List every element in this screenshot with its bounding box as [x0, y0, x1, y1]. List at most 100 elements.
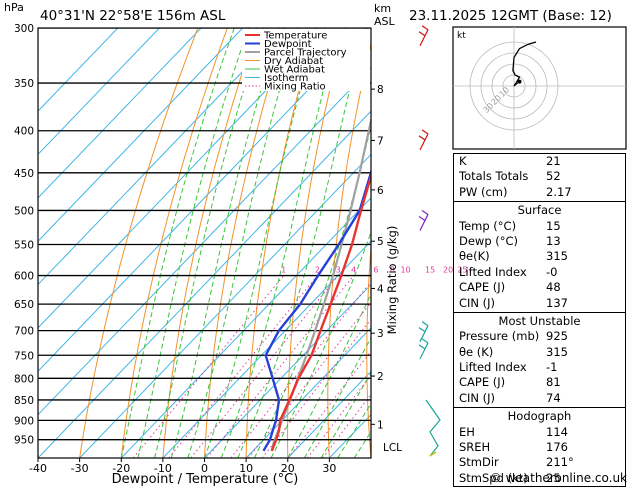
stat-row: CAPE (J) 48 — [454, 280, 625, 295]
isotherm-line — [287, 370, 371, 458]
stat-value: -1 — [546, 360, 558, 375]
km-tick-label: 6 — [377, 185, 384, 197]
km-tick-label: 5 — [377, 236, 384, 248]
hodograph-trace — [512, 41, 537, 87]
wind-barb-flag — [418, 135, 426, 141]
mixing-ratio-label: 4 — [351, 266, 356, 275]
stat-value: 25 — [546, 470, 561, 485]
chart-title: 40°31'N 22°58'E 156m ASL — [40, 8, 226, 24]
x-axis-label: Dewpoint / Temperature (°C) — [112, 472, 299, 486]
stat-row: CAPE (J) 81 — [454, 375, 625, 390]
wind-barb-flag — [418, 31, 426, 37]
wet-adiabat-line — [337, 402, 371, 458]
mixing-ratio-line — [190, 275, 339, 458]
wet-adiabat-line — [303, 336, 371, 458]
pressure-tick-label: 900 — [14, 415, 34, 427]
stat-value: 21 — [546, 154, 561, 168]
km-tick-label: 4 — [377, 283, 384, 295]
legend-entry: Mixing Ratio — [264, 82, 326, 93]
wet-adiabat-line — [320, 371, 371, 458]
wind-barb — [419, 214, 429, 231]
stat-value: 52 — [546, 169, 561, 184]
stat-row: Pressure (mb) 925 — [454, 329, 625, 344]
isotherm-line — [38, 110, 371, 458]
wet-adiabat-line — [120, 28, 235, 458]
mixing-ratio-labels: 1 2 3 4 6 8 10 15 20 25 — [281, 266, 467, 275]
stat-row: CIN (J) 74 — [454, 391, 625, 406]
stat-label: StmSpd (kt) — [459, 470, 528, 485]
mixing-ratio-label: 6 — [373, 266, 378, 275]
wind-barb-flag — [421, 321, 429, 327]
km-axis-label: km — [374, 2, 391, 15]
temperature-tick-label: 20 — [281, 462, 295, 475]
km-tick-label: 2 — [377, 371, 384, 383]
legend-entry: Dry Adiabat — [264, 56, 323, 67]
pressure-tick-label: 550 — [14, 239, 34, 251]
stat-value: 315 — [546, 344, 568, 359]
series-temperature — [270, 172, 371, 452]
lcl-label: LCL — [383, 442, 402, 454]
stat-label: Temp (°C) — [459, 218, 517, 233]
mixing-ratio-axis-label: Mixing Ratio (g/kg) — [385, 226, 399, 335]
stat-value: 925 — [546, 329, 568, 344]
isotherm-line — [162, 240, 371, 458]
wind-barb — [419, 342, 429, 360]
mixing-ratio-label: 8 — [390, 266, 395, 275]
pressure-tick-label: 600 — [14, 271, 34, 283]
stat-row: Lifted Index -0 — [454, 265, 625, 280]
series-parcel-trajectory — [270, 115, 371, 452]
stat-value: 2.17 — [546, 184, 572, 199]
pressure-tick-label: 950 — [14, 435, 34, 447]
isotherm-line — [38, 28, 202, 199]
pressure-tick-label: 650 — [14, 299, 34, 311]
wind-barb-flag — [418, 344, 426, 350]
plot-area — [38, 28, 434, 458]
stat-value: 114 — [546, 424, 568, 439]
surface-header: Surface — [517, 203, 562, 218]
mixing-ratio-label: 1 — [281, 266, 286, 275]
temperature-tick-label: -30 — [71, 462, 89, 475]
legend-entry: Wet Adiabat — [264, 65, 325, 76]
stat-label: StmDir — [459, 455, 499, 470]
temperature-tick-label: -20 — [112, 462, 130, 475]
wind-barb-flag — [421, 129, 429, 135]
wind-barb-lower — [425, 399, 441, 457]
stat-row: θe (K) 315 — [454, 345, 625, 360]
stat-value: 211° — [546, 455, 574, 470]
hodograph-table-header: Hodograph — [507, 409, 572, 424]
datetime-label: 23.11.2025 12GMT (Base: 12) — [409, 8, 612, 24]
temperature-tick-label: -40 — [29, 462, 47, 475]
stat-value: 15 — [546, 218, 561, 233]
stat-row: SREH 176 — [454, 440, 625, 455]
isotherm-line — [38, 28, 160, 156]
km-tick-label: 8 — [377, 84, 384, 96]
km-tick-label: 1 — [377, 419, 384, 431]
mixing-ratio-label: 20 — [443, 266, 453, 275]
asl-axis-label: ASL — [374, 15, 396, 28]
pressure-tick-label: 800 — [14, 373, 34, 385]
stat-label: CIN (J) — [459, 295, 496, 310]
mixing-ratio-line — [230, 281, 371, 458]
legend-entry: Isotherm — [264, 73, 308, 84]
legend-box — [242, 29, 370, 91]
stat-value: -0 — [546, 264, 558, 279]
mixing-ratio-line — [132, 275, 285, 458]
legend-entry: Parcel Trajectory — [264, 48, 347, 59]
pressure-tick-label: 450 — [14, 168, 34, 180]
isotherm-line — [245, 327, 371, 458]
height-km-ticks: 1 2 3 4 5 6 7 8 — [371, 84, 384, 431]
stat-value: 48 — [546, 280, 561, 295]
stat-row-k: K 21 — [454, 154, 625, 169]
wet-adiabat-line — [154, 28, 265, 458]
dry-adiabat-line — [405, 28, 434, 458]
stat-row: StmSpd (kt) 25 — [454, 471, 625, 486]
wind-barb — [419, 325, 429, 342]
stat-label: Lifted Index — [459, 360, 527, 375]
stat-row: CIN (J) 137 — [454, 296, 625, 311]
stat-row: StmDir 211° — [454, 455, 625, 470]
km-tick-label: 7 — [377, 135, 384, 147]
profile-series — [262, 115, 371, 452]
pressure-tick-label: 400 — [14, 126, 34, 138]
stat-row-pw: PW (cm) 2.17 — [454, 185, 625, 200]
